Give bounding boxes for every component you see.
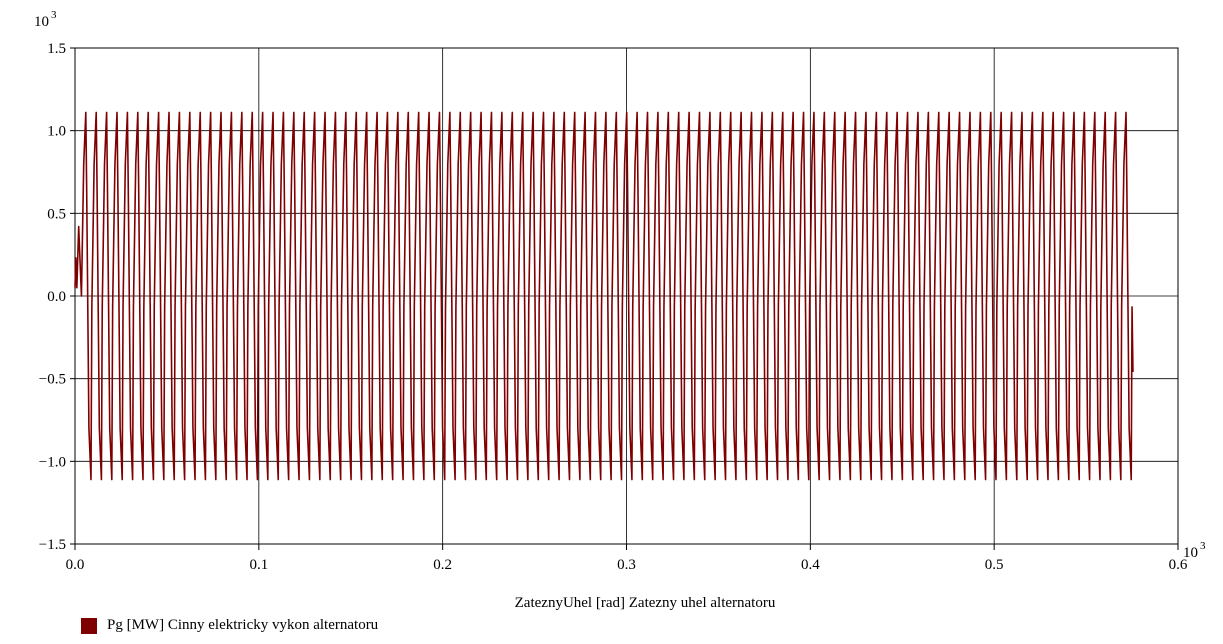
y-tick-label: 0.0 [47,289,66,305]
x-tick-label: 0.1 [249,557,268,573]
x-axis-title: ZateznyUhel [rad] Zatezny uhel alternato… [515,595,776,611]
x-tick-labels: 0.0 0.1 0.2 0.3 0.4 0.5 0.6 [66,557,1188,573]
y-exponent-base: 10 [34,14,49,30]
y-tick-label: 0.5 [47,206,66,222]
y-tick-label: −1.5 [39,537,66,553]
legend-label-pg: Pg [MW] Cinny elektricky vykon alternato… [107,617,379,633]
y-exponent-power: 3 [51,9,57,21]
x-tick-label: 0.4 [801,557,820,573]
x-exponent-base: 10 [1183,545,1198,561]
x-tick-label: 0.5 [985,557,1004,573]
x-exponent-power: 3 [1200,540,1206,552]
plot-frame [74,47,1179,545]
y-tick-label: 1.5 [47,41,66,57]
legend-swatch [81,617,97,634]
x-tick-label: 0.6 [1169,557,1188,573]
x-tick-label: 0.2 [433,557,452,573]
y-tick-label: −1.0 [39,454,66,470]
y-tick-label: −0.5 [39,372,66,388]
series-line-pg [74,111,1134,481]
y-tick-label: 1.0 [47,124,66,140]
legend: Pg [MW] Cinny elektricky vykon alternato… [81,617,378,634]
x-tick-label: 0.0 [66,557,85,573]
y-tick-labels: 1.5 1.0 0.5 0.0 −0.5 −1.0 −1.5 [39,41,66,553]
x-tick-label: 0.3 [617,557,636,573]
